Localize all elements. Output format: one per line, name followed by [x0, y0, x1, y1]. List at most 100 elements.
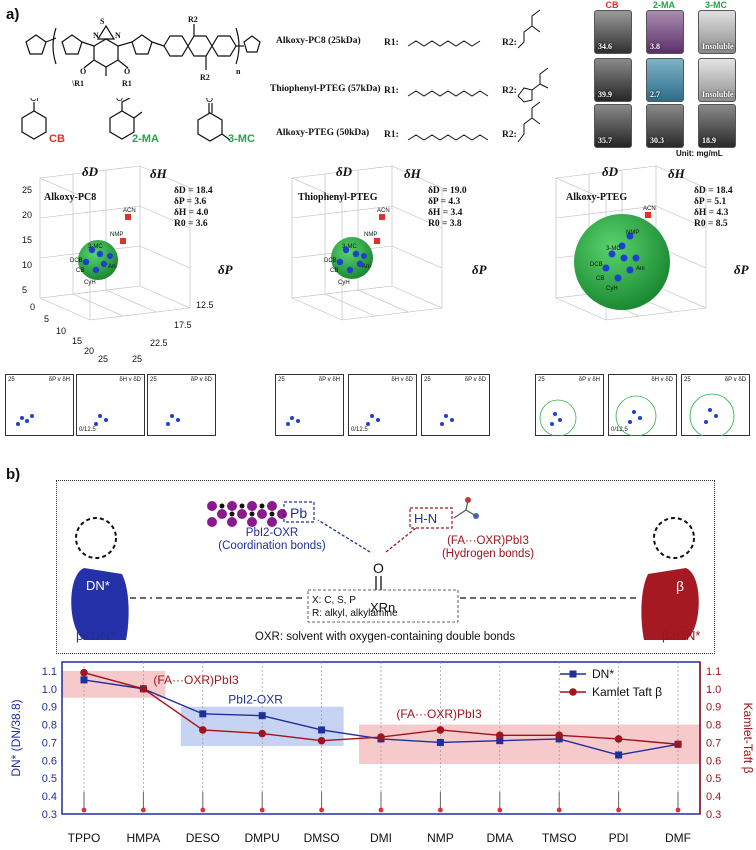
scheme-box — [56, 480, 715, 654]
svg-text:\R1: \R1 — [71, 79, 84, 88]
molecule-oxygen — [556, 807, 562, 813]
y-tick-left: 0.8 — [42, 720, 57, 732]
axis-label-dH: δH — [150, 166, 167, 181]
data-point-dn — [615, 751, 623, 759]
vial-photo: 30.3 — [646, 104, 684, 148]
y-axis-label-left: DN* (DN/38.8) — [9, 699, 23, 776]
vial-unit: Unit: mg/mL — [676, 149, 723, 158]
svg-text:R1: R1 — [122, 79, 132, 88]
panel-a-label: a) — [6, 6, 20, 23]
vial-photo: 39.9 — [594, 58, 632, 102]
svg-text:O: O — [124, 67, 130, 76]
axis-label-dD: δD — [336, 164, 353, 179]
solvent-label-2ma: 2-MA — [132, 133, 159, 145]
data-point-beta — [139, 685, 148, 693]
svg-text:R2: R2 — [200, 73, 210, 82]
vial-header-cb: CB — [605, 0, 619, 10]
y-tick-left: 0.4 — [42, 791, 57, 803]
tick-label: 15 — [72, 336, 83, 346]
r2-label-3: R2: — [502, 130, 517, 140]
data-point-beta — [496, 731, 504, 740]
axis-label-dD: δD — [602, 164, 619, 179]
y-tick-left: 0.9 — [42, 702, 57, 714]
polymer-name-3: Alkoxy-PTEG (50kDa) — [276, 128, 370, 138]
r2-label-2: R2: — [502, 86, 517, 96]
svg-text:CyH: CyH — [338, 280, 350, 286]
y-tick-left: 0.3 — [42, 809, 57, 821]
right-condition: β≥DN* — [662, 628, 701, 643]
ticks-left: 0 — [30, 302, 36, 312]
y-tick-right: 0.6 — [706, 755, 721, 767]
axis-label-dD: δD — [82, 164, 99, 179]
left-figure-label: DN* — [86, 578, 110, 593]
svg-text:O: O — [206, 98, 213, 104]
data-point-beta — [377, 733, 385, 741]
mini-plot: δP v δH 25 — [5, 374, 74, 436]
svg-text:O: O — [80, 67, 86, 76]
y-tick-left: 0.6 — [42, 755, 57, 767]
scheme-footer: OXR: solvent with oxygen-containing doub… — [254, 631, 516, 643]
axis-label-dP: δP — [472, 262, 487, 277]
axis-label-dH: δH — [404, 166, 421, 181]
vial-photo: 2.7 — [646, 58, 684, 102]
legend-marker — [569, 670, 577, 678]
svg-text:DCB: DCB — [70, 258, 83, 264]
y-tick-right: 0.3 — [706, 809, 721, 821]
svg-text:ACN: ACN — [123, 208, 136, 214]
y-tick-left: 0.7 — [42, 737, 57, 749]
panel-b-label: b) — [6, 466, 21, 483]
svg-text:CyH: CyH — [84, 280, 96, 286]
x-tick-label: DMI — [370, 831, 392, 845]
molecule-oxygen — [141, 807, 146, 813]
y-axis-label-right: Kamlet-Taft β — [741, 703, 755, 774]
svg-text:N: N — [93, 31, 99, 40]
scheme-graphics — [71, 497, 699, 640]
vial-photo: Insoluble — [698, 58, 736, 102]
solvent-label-cb: CB — [49, 133, 65, 145]
svg-text:O: O — [116, 98, 123, 103]
axis-label-dH: δH — [668, 166, 685, 181]
annotation-label: PbI2-OXR — [228, 693, 283, 707]
svg-text:CyH: CyH — [606, 286, 618, 292]
hsp-title-3: Alkoxy-PTEG — [566, 192, 628, 203]
definitions-box: X: C, S, P R: alkyl, alkylamine — [312, 595, 398, 619]
hsp-params-3: δD = 18.4 δP = 5.1 δH = 4.3 R0 = 8.5 — [694, 186, 733, 229]
data-point-beta — [555, 731, 563, 740]
polymer-name-1: Alkoxy-PC8 (25kDa) — [276, 36, 361, 46]
coordination-label: PbI2-OXR (Coordination bonds) — [218, 527, 326, 552]
x-tick-label: DMSO — [304, 831, 340, 845]
vial-photo: 35.7 — [594, 104, 632, 148]
svg-text:NMP: NMP — [364, 232, 377, 238]
x-tick-label: NMP — [427, 831, 454, 845]
x-tick-label: DESO — [186, 831, 220, 845]
y-tick-left: 1.1 — [42, 666, 57, 678]
left-condition: β<DN* — [76, 628, 115, 643]
data-point-beta — [674, 740, 682, 749]
molecule-oxygen — [81, 807, 87, 813]
vial-photo: 18.9 — [698, 104, 736, 148]
annotation-region — [359, 724, 700, 764]
svg-text:CB: CB — [76, 268, 84, 274]
svg-text:DCB: DCB — [590, 262, 603, 268]
side-chain-skeletons — [407, 9, 549, 143]
vial-photo: 34.6 — [594, 10, 632, 54]
svg-text:DCB: DCB — [324, 258, 337, 264]
mini-plot: δP v δH 25 — [275, 374, 344, 436]
data-point-dn — [318, 726, 326, 734]
xr-label: XRn — [370, 600, 396, 615]
polymer-name-2: Thiophenyl-PTEG (57kDa) — [270, 84, 381, 94]
solvent-molecules: Cl O O — [21, 98, 231, 142]
svg-text:ACN: ACN — [643, 206, 656, 212]
r1-label-3: R1: — [384, 130, 399, 140]
hsp-plots: ACN NMP 3-MC DCB CB Ani CyH ACN NMP 3-MC DCB CB A… — [39, 165, 707, 321]
hsp-sphere — [574, 214, 670, 310]
dn-beta-chart: 0.3 0.3 0.4 0.4 0.5 0.5 0.6 0.6 0.7 0.7 0.8 0.8 0.9 0… — [9, 661, 755, 845]
svg-text:3-MC: 3-MC — [606, 246, 621, 252]
hsp-sphere — [78, 240, 118, 280]
y-tick-right: 1.0 — [706, 684, 721, 696]
svg-text:Ani: Ani — [362, 264, 371, 270]
svg-text:NMP: NMP — [110, 232, 123, 238]
oxygen-label: O — [373, 560, 384, 576]
solvent-label-3mc: 3-MC — [228, 133, 255, 145]
